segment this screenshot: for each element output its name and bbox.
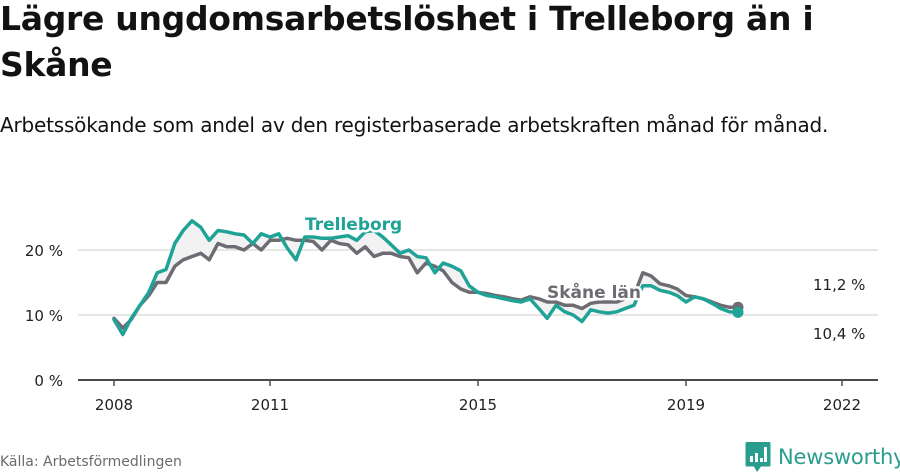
skane-label-halo: Skåne län: [547, 281, 641, 303]
source-note: Källa: Arbetsförmedlingen: [0, 454, 182, 470]
x-tick-label: 2022: [823, 396, 861, 414]
chart-subtitle: Arbetssökande som andel av den registerb…: [0, 113, 829, 137]
trelleborg-end-value: 10,4 %: [813, 325, 865, 343]
line-trelleborg: [112, 219, 740, 337]
trelleborg-label-halo: Trelleborg: [305, 215, 402, 235]
brand-name: Newsworthy: [778, 445, 900, 469]
chart-title: Lägre ungdomsarbetslöshet i Trelleborg ä…: [0, 0, 814, 84]
x-tick-label: 2011: [251, 396, 289, 414]
gridlines: [78, 249, 878, 316]
trelleborg-label: Trelleborg: [305, 215, 402, 235]
skane-label: Skåne län: [547, 281, 641, 303]
x-tick-label: 2019: [667, 396, 705, 414]
x-tick-label: 2008: [95, 396, 133, 414]
skane-end-value: 11,2 %: [813, 276, 865, 294]
y-tick-label: 20 %: [25, 242, 63, 260]
x-tick-label: 2015: [459, 396, 497, 414]
bar-chart-speech-bubble-icon: [745, 442, 771, 472]
chart-canvas: 0 % 10 % 20 % 2008 2011 2015 2019 2022 11,2 % 10…: [25, 213, 878, 414]
axes: 0 % 10 % 20 % 2008 2011 2015 2019 2022: [25, 242, 878, 414]
line-skane-lan: [112, 236, 740, 330]
trelleborg-end-dot: [732, 306, 744, 318]
y-tick-label: 10 %: [25, 307, 63, 325]
line-chart: 0 % 10 % 20 % 2008 2011 2015 2019 2022 11,2 % 10…: [0, 200, 900, 430]
y-tick-label: 0 %: [34, 372, 63, 390]
newsworthy-logo: Newsworthy: [745, 441, 900, 473]
